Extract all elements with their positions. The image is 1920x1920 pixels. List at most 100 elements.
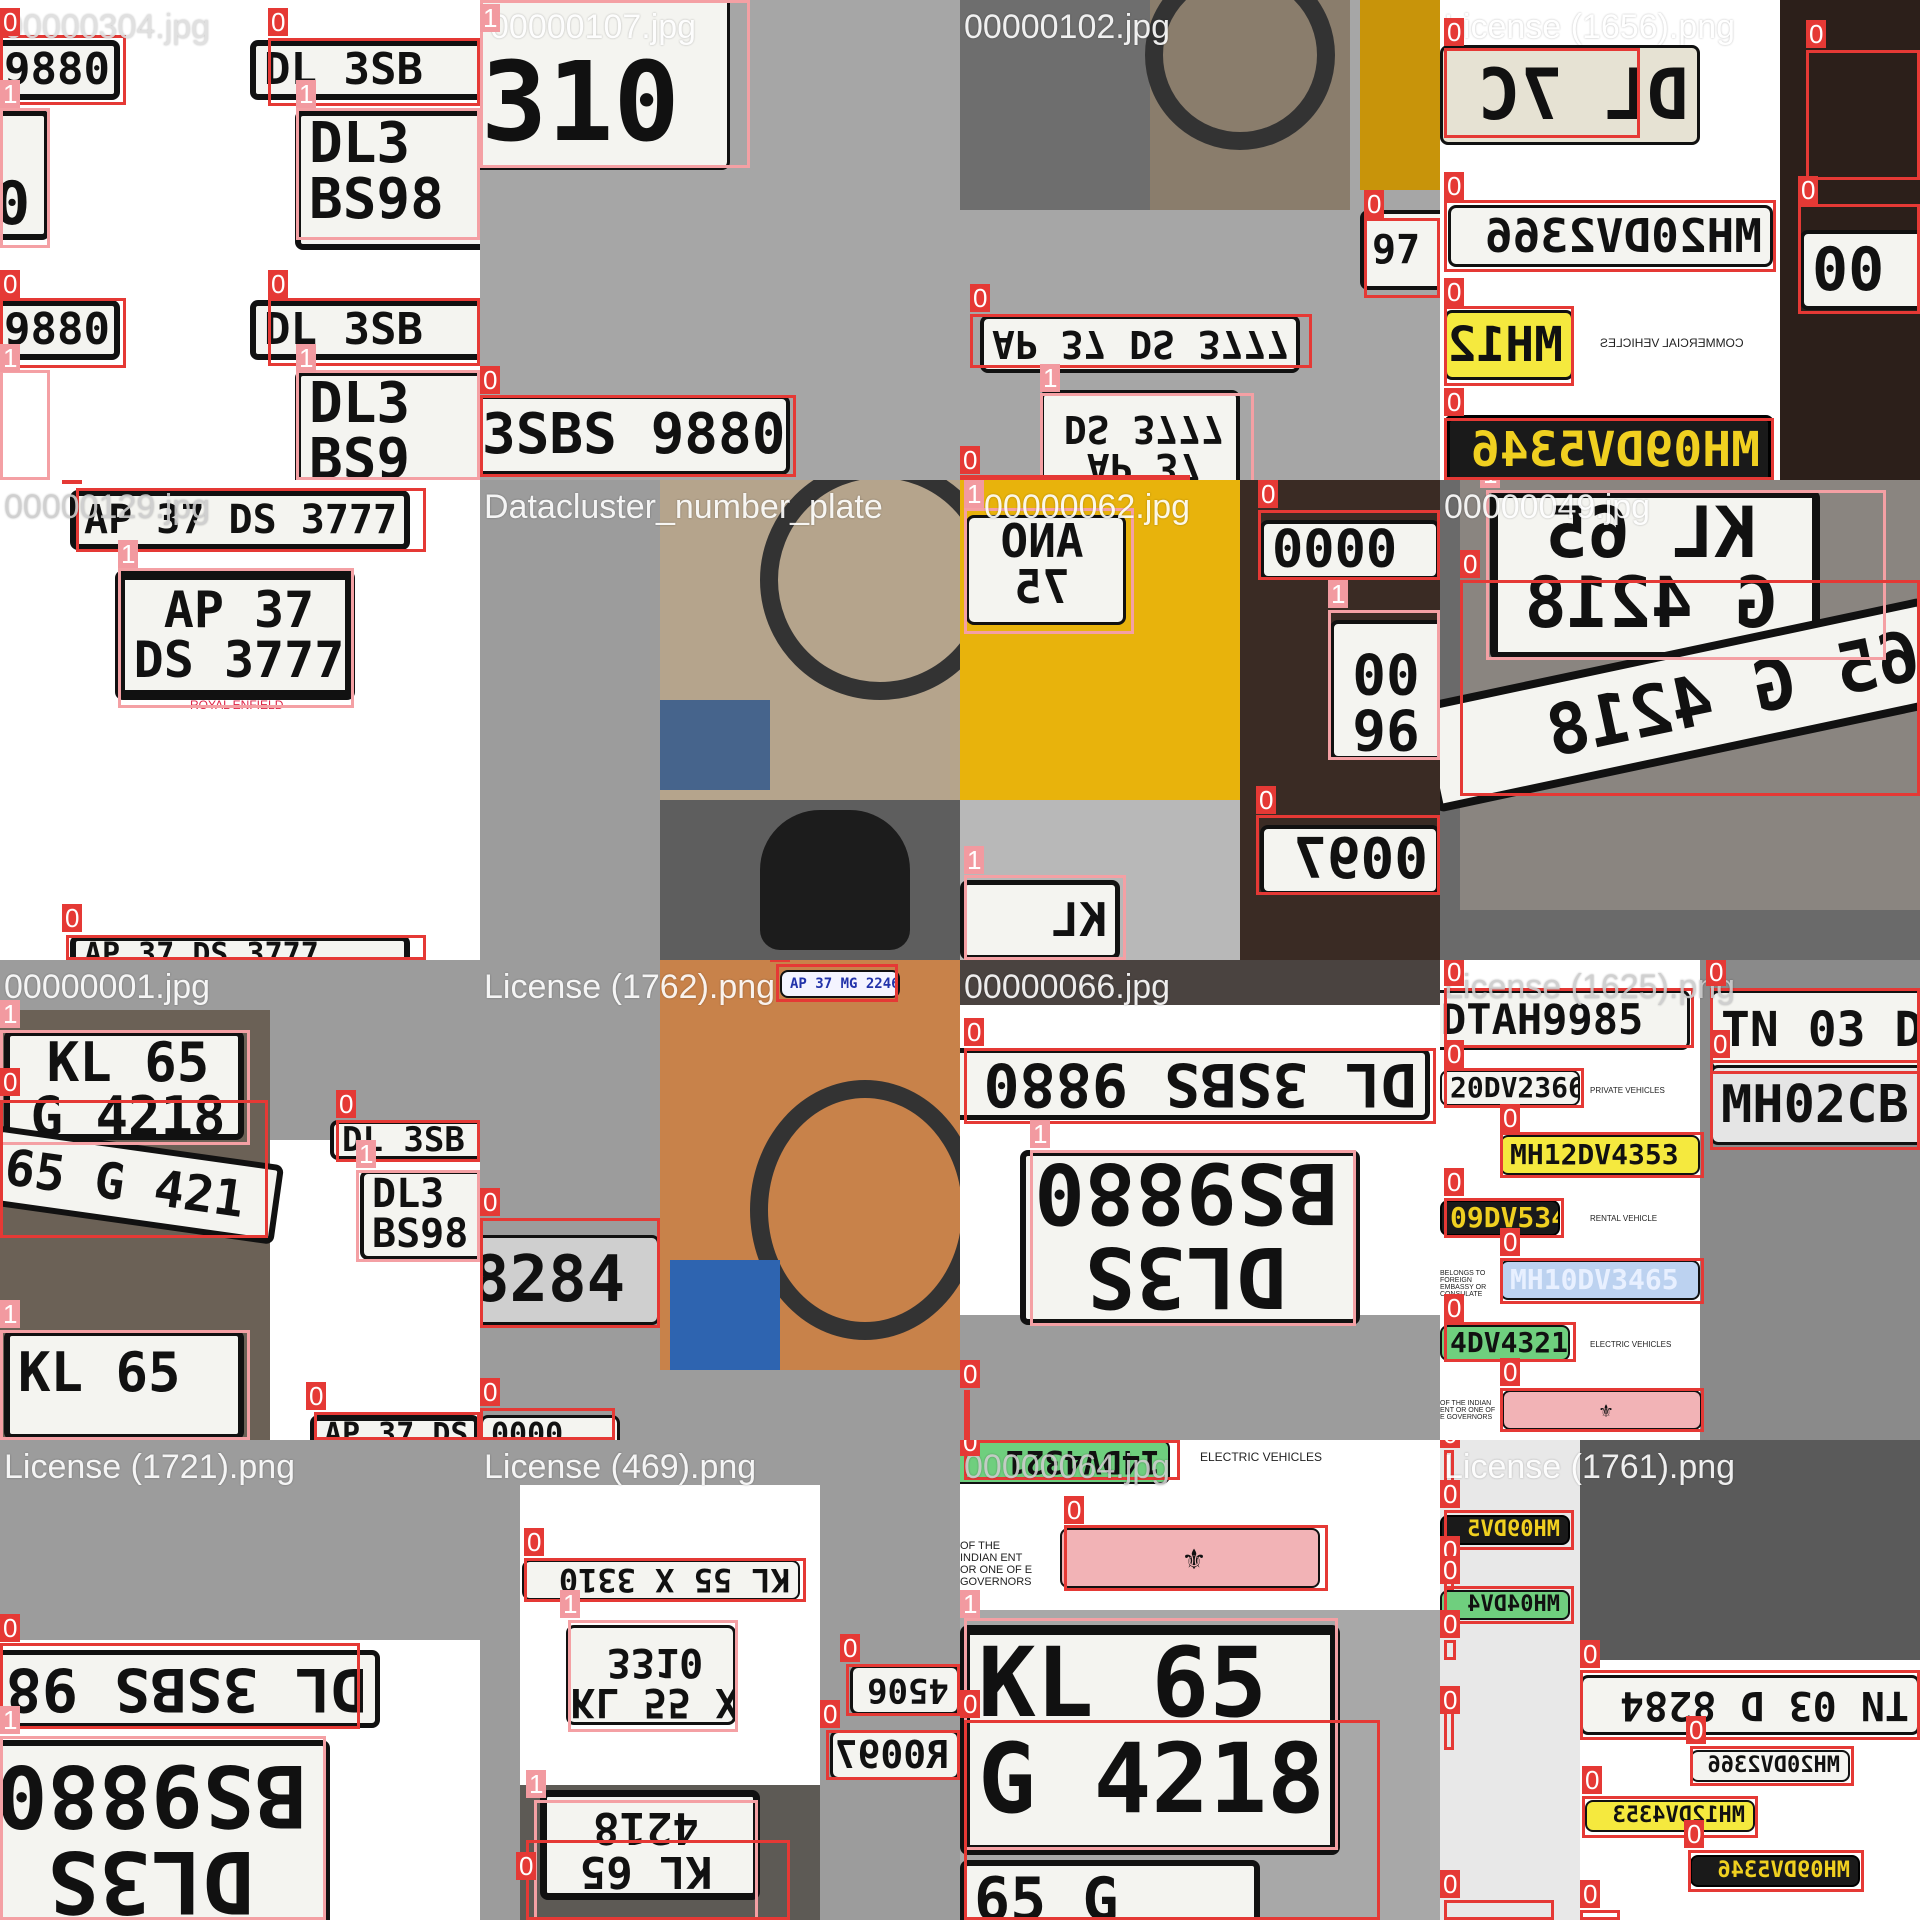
bbox-class1 [1328, 610, 1440, 760]
bbox-class1 [964, 508, 1134, 634]
bbox-label: 1 [0, 1300, 21, 1328]
bbox-class0 [1444, 48, 1640, 138]
tile-00000001: 00000001.jpg KL 65 G 4218 65 G 421 DL 3S… [0, 960, 480, 1440]
bbox-label: 0 [1444, 278, 1465, 306]
tile-license-1761: License (1761).png MH09DV5 MH04DV4 TN 03… [1440, 1440, 1920, 1920]
bbox-label: 0 [1582, 1766, 1603, 1794]
bbox-class1 [0, 1736, 326, 1920]
tile-00000304: 00000304.jpg 9880 DL 3SB 0 DL3 BS98 9880… [0, 0, 480, 480]
bbox-class0 [1580, 1910, 1620, 1920]
bbox-class0 [76, 488, 426, 552]
tile-datacluster: Datacluster_number_plate [480, 480, 960, 960]
plate: AP 37 DS [310, 1415, 480, 1440]
bbox-class0 [336, 1120, 480, 1162]
bbox-class0 [314, 1412, 480, 1440]
tile-filename: 00000062.jpg [984, 488, 1191, 526]
bbox-label: 0 [1440, 1686, 1461, 1714]
tile-filename: 00000304.jpg [4, 8, 211, 46]
bbox-label: 0 [1710, 1030, 1731, 1058]
bbox-class0 [1364, 218, 1440, 298]
plate: DL 3SB [250, 40, 480, 100]
photo-shoe [670, 1260, 780, 1370]
side-caption: OF THE INDIAN ENT OR ONE OF E GOVERNORS [960, 1540, 1033, 1588]
bbox-class0 [1256, 815, 1440, 895]
bbox-label: 0 [0, 1614, 21, 1642]
bbox-label: 0 [960, 1360, 981, 1388]
bbox-label: 1 [0, 1706, 21, 1734]
plate: MH12DV4353 [1500, 1135, 1700, 1175]
plate: 9880 [0, 300, 120, 360]
bbox-class0 [1500, 1388, 1704, 1432]
bbox-label: 0 [840, 1634, 861, 1662]
tile-filename: License (469).png [484, 1448, 757, 1486]
plate: DL3 BS98 [295, 110, 480, 250]
bbox-label: 0 [1500, 1104, 1521, 1132]
bbox-class0 [0, 1100, 268, 1238]
plate-line: G 4218 [978, 1723, 1325, 1835]
tile-filename: 00000066.jpg [964, 968, 1171, 1006]
bbox-label: 0 [0, 8, 21, 36]
bbox-class0 [268, 38, 480, 106]
bbox-label: 0 [1686, 1716, 1707, 1744]
bbox-label: 0 [1500, 1228, 1521, 1256]
bbox-class1 [0, 1330, 250, 1440]
bbox-class0 [1500, 1132, 1704, 1178]
bbox-class0 [1444, 1510, 1574, 1550]
bbox-class1 [964, 875, 1126, 960]
bbox-class0 [1444, 306, 1574, 386]
bbox-class0 [1444, 1068, 1584, 1108]
photo-backdrop [960, 0, 1160, 210]
bbox-class0 [1444, 200, 1776, 272]
bbox-label: 0 [1444, 172, 1465, 200]
bbox-label: 1 [356, 1140, 377, 1168]
bbox-label: 0 [960, 1690, 981, 1718]
bbox-class1 [356, 1170, 480, 1262]
bbox-class0 [964, 1048, 1436, 1124]
tile-filename: 00000064.jpg [964, 1448, 1171, 1486]
bbox-label: 0 [1444, 18, 1465, 46]
bbox-class0 [1582, 1796, 1758, 1838]
plate: 00 [1800, 230, 1920, 310]
bbox-label: 1 [0, 1000, 21, 1028]
side-caption: COMMERCIAL VEHICLES [1600, 336, 1744, 350]
bbox-label: 0 [1064, 1496, 1085, 1524]
bbox-class1 [296, 108, 480, 240]
bbox-label: 1 [560, 1590, 581, 1618]
bbox-class0 [480, 1218, 660, 1328]
bbox-label: 1 [964, 480, 985, 508]
bbox-label: 1 [1328, 580, 1349, 608]
bbox-class0 [1444, 1640, 1456, 1660]
bbox-label: 0 [960, 1440, 981, 1456]
tile-filename: Datacluster_number_plate [484, 488, 883, 526]
plate: 0000 [480, 1415, 620, 1440]
bbox-class0 [960, 475, 1190, 480]
bbox-class0 [964, 1390, 970, 1440]
bbox-label: 1 [296, 344, 317, 372]
bbox-class1 [1030, 1150, 1356, 1326]
tile-filename: 00000049.jpg [1444, 488, 1651, 526]
bbox-class0 [1798, 204, 1920, 314]
plate-line: BS9 [309, 427, 411, 481]
tile-filename: License (1761).png [1444, 1448, 1736, 1486]
plate: MH10DV3465 [1500, 1260, 1700, 1300]
bbox-label: 1 [964, 846, 985, 874]
bbox-class1 [296, 370, 480, 480]
tile-00000107: 00000107.jpg 310 3SBS 9880 1 0 [480, 0, 960, 480]
bbox-label: 0 [1460, 550, 1481, 578]
side-caption: ELECTRIC VEHICLES [1200, 1450, 1323, 1464]
plate: DL 3SB [330, 1120, 480, 1160]
plate-line: KL 65 [46, 1031, 210, 1094]
bbox-label: 1 [1040, 364, 1061, 392]
bbox-class0 [846, 1664, 960, 1716]
bbox-class0 [524, 1558, 806, 1602]
bbox-label: 0 [480, 1188, 501, 1216]
bbox-class0 [66, 935, 426, 960]
bbox-label: 0 [1440, 1556, 1461, 1584]
tile-filename: License (1721).png [4, 1448, 296, 1486]
bbox-label: 0 [1798, 176, 1819, 204]
bbox-label: 1 [0, 344, 21, 372]
photo-top-strip [960, 960, 1440, 1005]
tile-00000129: 00000129.jpg AP 37 DS 3777 AP 37 DS 3777… [0, 480, 480, 960]
bbox-label: 0 [268, 270, 289, 298]
bbox-label: 0 [1500, 1358, 1521, 1386]
